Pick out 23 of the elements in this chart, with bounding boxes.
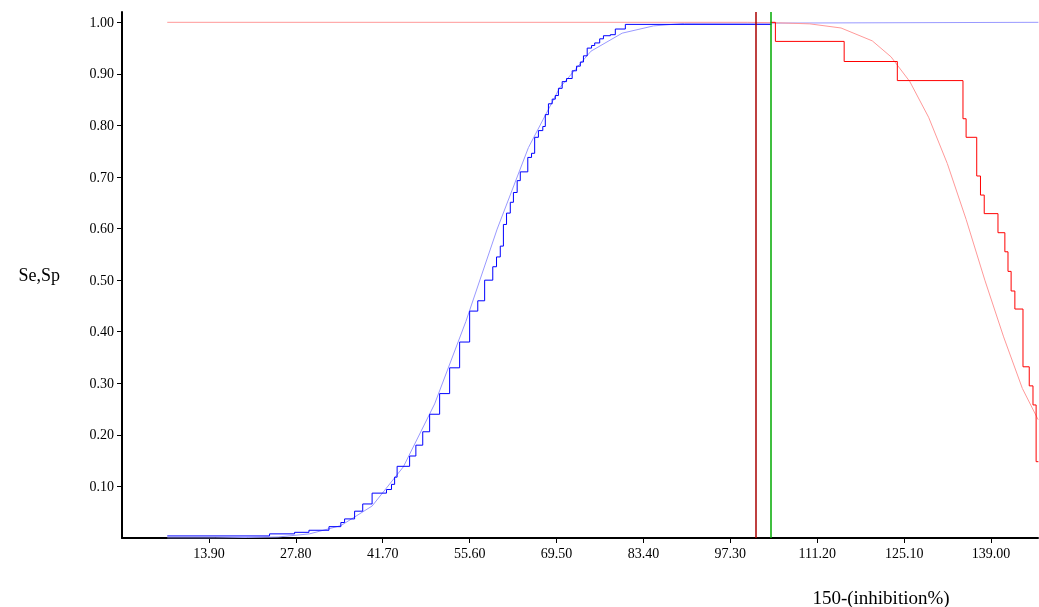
y-tick-label: 0.30 xyxy=(89,375,114,391)
x-tick-label: 55.60 xyxy=(453,545,486,561)
y-tick-label: 0.90 xyxy=(89,66,114,82)
y-tick-label: 0.70 xyxy=(89,169,114,185)
y-axis-title: Se,Sp xyxy=(18,265,60,285)
line-series xyxy=(167,21,1039,539)
y-tick-label: 0.80 xyxy=(89,117,114,133)
x-tick-label: 97.30 xyxy=(714,545,747,561)
x-tick-label: 69.50 xyxy=(540,545,573,561)
y-tick-label: 1.00 xyxy=(89,14,114,30)
y-tick-label: 0.60 xyxy=(89,221,114,237)
y-tick-label: 0.10 xyxy=(89,478,114,494)
x-tick-label: 139.00 xyxy=(971,545,1011,561)
x-tick-label: 41.70 xyxy=(366,545,399,561)
x-tick-label: 111.20 xyxy=(798,545,837,561)
y-tick-label: 0.50 xyxy=(89,272,114,288)
y-tick-label: 0.40 xyxy=(89,324,114,340)
x-tick-label: 13.90 xyxy=(193,545,225,561)
x-tick-label: 27.80 xyxy=(280,545,312,561)
y-tick-label: 0.20 xyxy=(89,427,114,443)
x-tick-label: 125.10 xyxy=(884,545,924,561)
line-series xyxy=(167,21,1039,420)
x-tick-label: 83.40 xyxy=(627,545,660,561)
